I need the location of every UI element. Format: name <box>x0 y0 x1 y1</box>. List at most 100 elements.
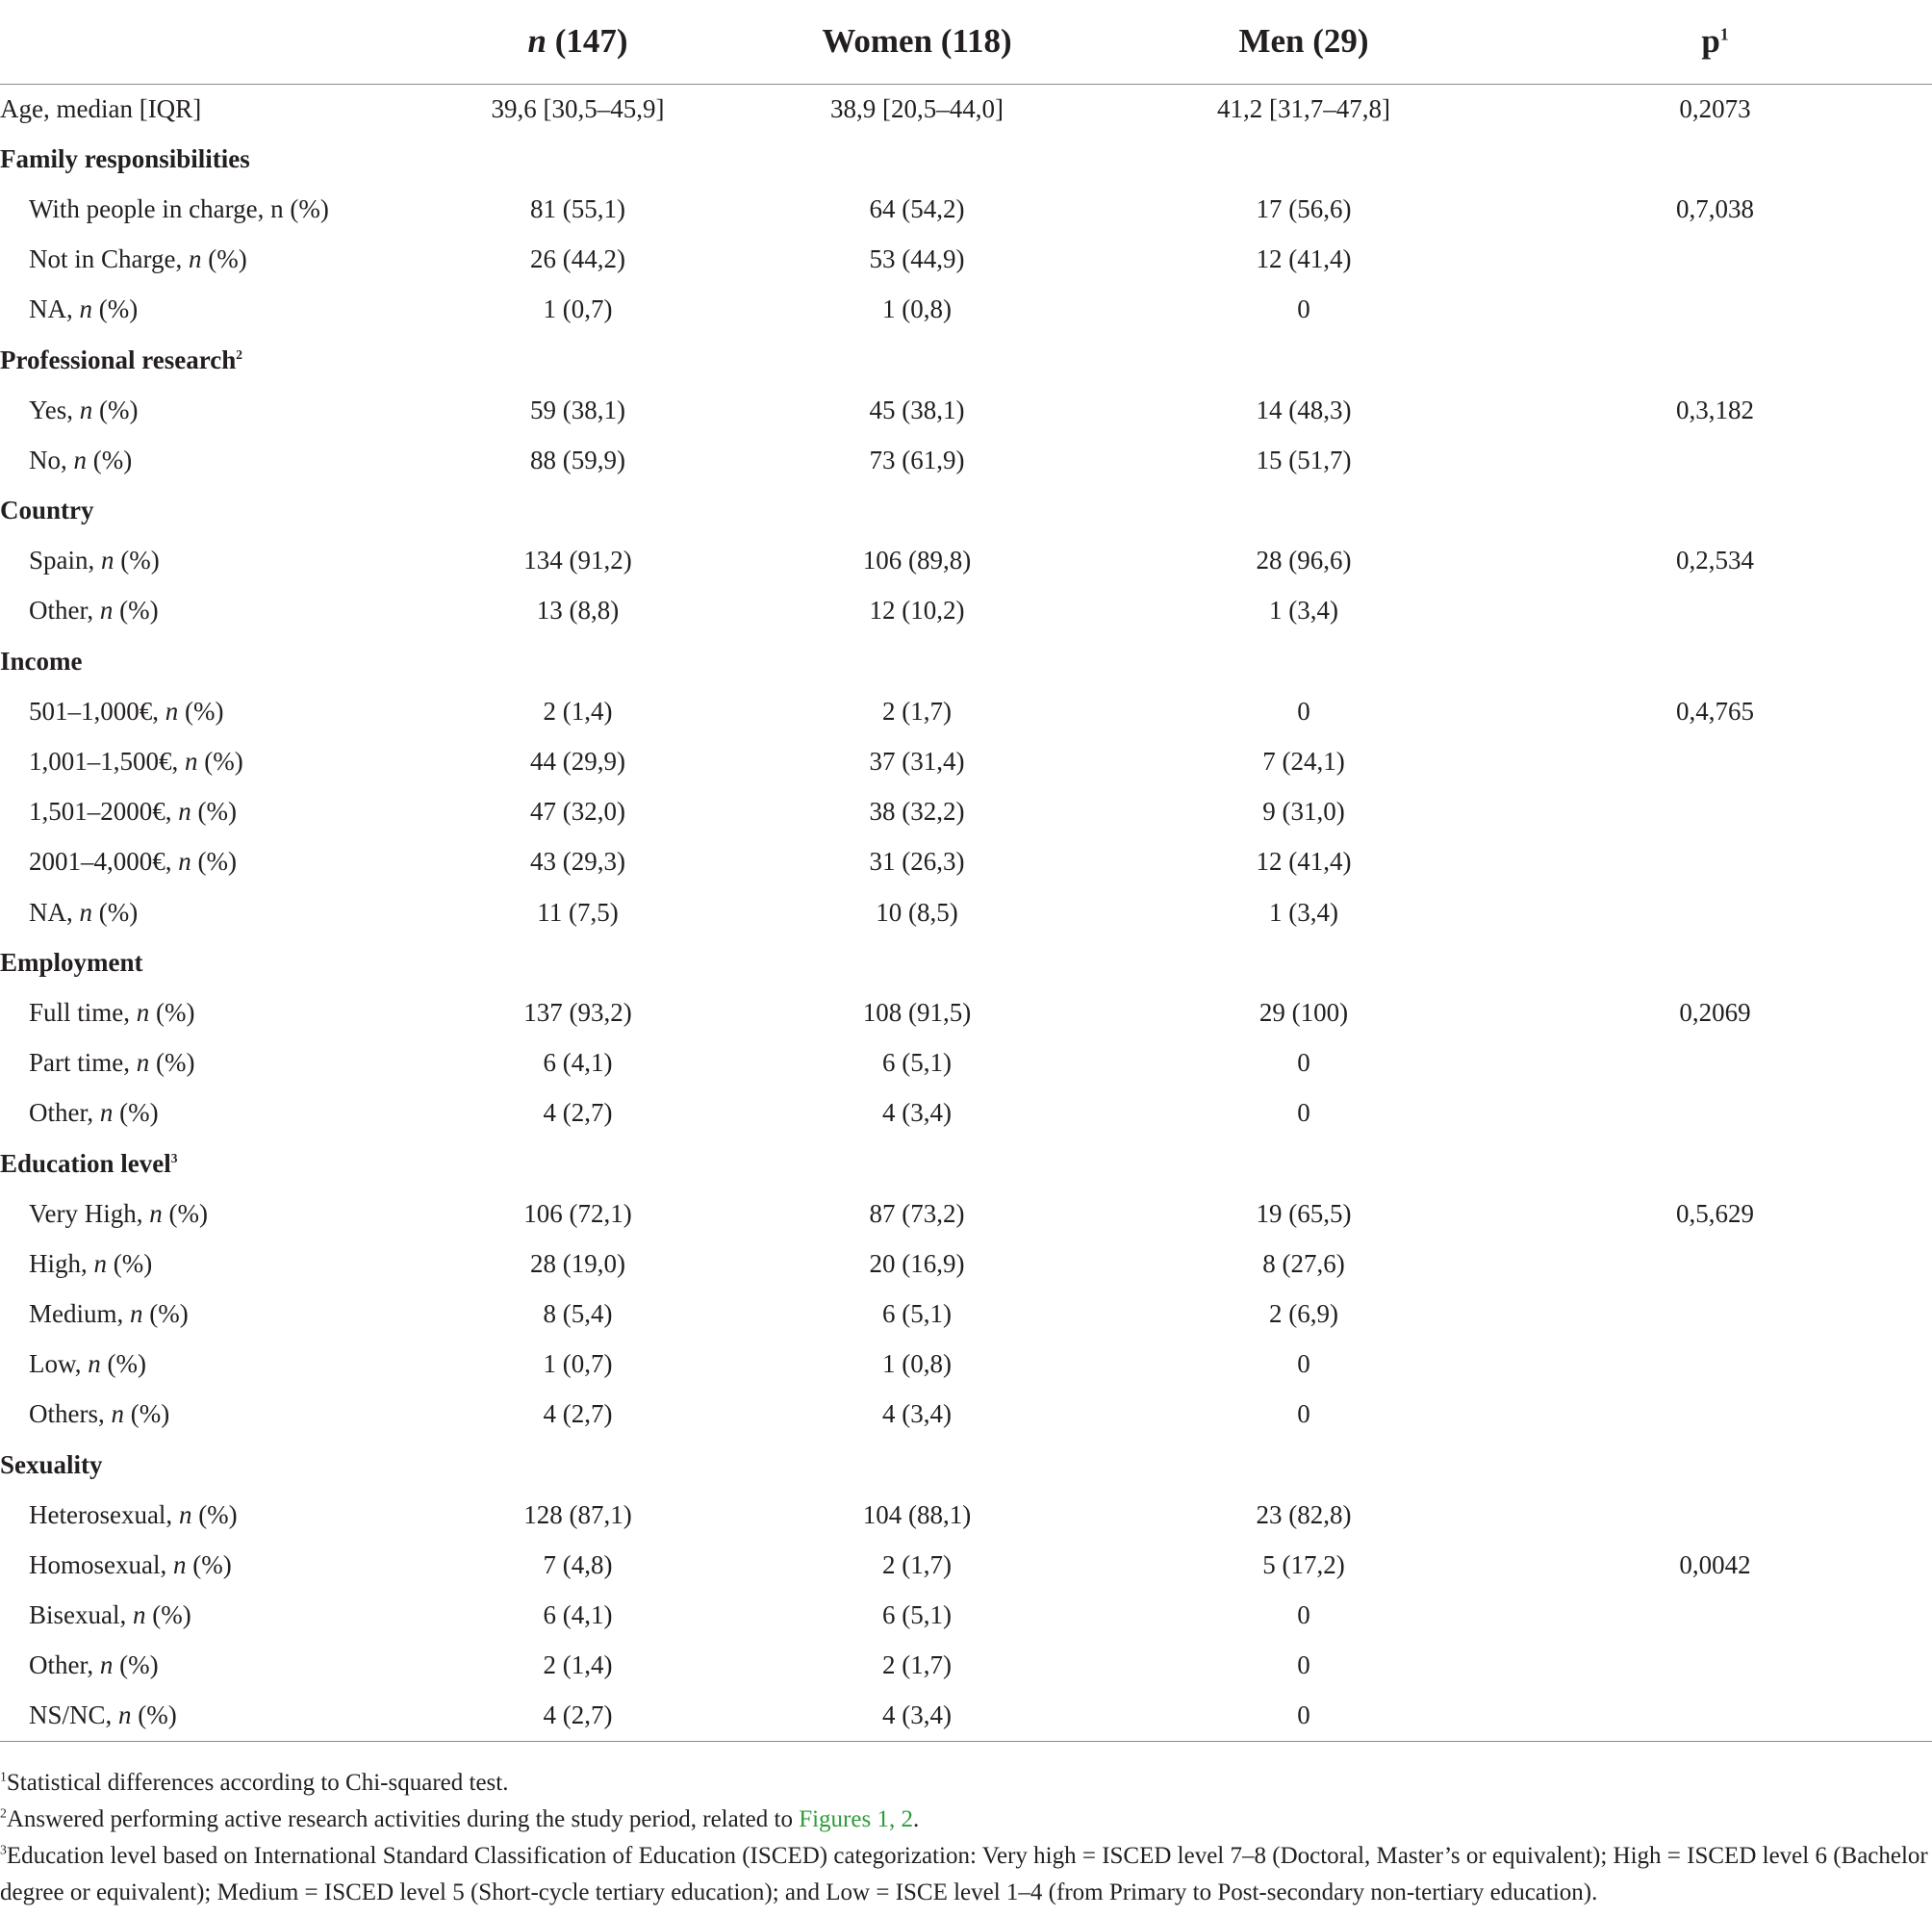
row-label: Others, n (%) <box>0 1390 431 1440</box>
row-label-text: Yes, n (%) <box>29 395 139 424</box>
cell-p-value <box>1498 235 1932 285</box>
table-row: Spain, n (%) 134 (91,2) 106 (89,8) 28 (96,6… <box>0 536 1932 586</box>
row-label-text: Part time, n (%) <box>29 1048 195 1078</box>
row-label: 1,501–2000€, n (%) <box>0 787 431 837</box>
empty-cell <box>724 1440 1109 1490</box>
empty-cell <box>1109 636 1498 686</box>
table-row: Medium, n (%) 8 (5,4) 6 (5,1) 2 (6,9) <box>0 1290 1932 1340</box>
table-row: 1,501–2000€, n (%) 47 (32,0) 38 (32,2) 9 (3… <box>0 787 1932 837</box>
cell-women: 38,9 [20,5–44,0] <box>830 93 1004 123</box>
header-label-col <box>0 0 431 85</box>
footnote-1-number: 1 <box>0 1769 7 1784</box>
cell-men: 0 <box>1297 1600 1310 1630</box>
cell-p-value <box>1498 837 1932 887</box>
table-row: Part time, n (%) 6 (4,1) 6 (5,1) 0 <box>0 1038 1932 1088</box>
row-label: Other, n (%) <box>0 586 431 636</box>
cell-p-value <box>1498 1340 1932 1390</box>
row-label: Other, n (%) <box>0 1088 431 1138</box>
empty-cell <box>431 636 724 686</box>
table-row: Very High, n (%) 106 (72,1) 87 (73,2) 19 (6… <box>0 1189 1932 1239</box>
cell-p-value: 0,2073 <box>1679 93 1751 123</box>
cell-total: 13 (8,8) <box>536 596 620 626</box>
cell-men: 0 <box>1109 1691 1498 1742</box>
footnotes: 1Statistical differences according to Ch… <box>0 1765 1932 1911</box>
table-row: Other, n (%) 4 (2,7) 4 (3,4) 0 <box>0 1088 1932 1138</box>
cell-women: 6 (5,1) <box>882 1048 952 1078</box>
row-label-text: Income <box>0 646 83 676</box>
row-label-text: High, n (%) <box>29 1248 153 1278</box>
table-row: Others, n (%) 4 (2,7) 4 (3,4) 0 <box>0 1390 1932 1440</box>
footnote-3: 3Education level based on International … <box>0 1838 1932 1911</box>
empty-cell <box>1498 134 1932 184</box>
empty-cell <box>724 486 1109 536</box>
row-label: Age, median [IQR] <box>0 84 431 134</box>
cell-women: 37 (31,4) <box>869 747 965 777</box>
empty-cell <box>431 937 724 987</box>
section-row: Family responsibilities <box>0 134 1932 184</box>
cell-men: 0 <box>1297 1048 1310 1078</box>
table-row: Other, n (%) 2 (1,4) 2 (1,7) 0 <box>0 1641 1932 1691</box>
cell-men: 0 <box>1297 1349 1310 1379</box>
header-p-col: p1 <box>1498 0 1932 85</box>
cell-p-value <box>1498 1088 1932 1138</box>
table-row: 2001–4,000€, n (%) 43 (29,3) 31 (26,3) 12 (… <box>0 837 1932 887</box>
section-row: Education level3 <box>0 1138 1932 1189</box>
cell-total: 4 (2,7) <box>543 1399 613 1429</box>
row-label-text: Education level <box>0 1148 171 1178</box>
row-label-text: Homosexual, n (%) <box>29 1550 232 1580</box>
empty-cell <box>1109 486 1498 536</box>
row-label: NS/NC, n (%) <box>0 1691 431 1742</box>
empty-cell <box>724 636 1109 686</box>
cell-total: 2 (1,4) <box>543 696 613 726</box>
cell-men: 17 (56,6) <box>1256 193 1352 223</box>
cell-p-value: 0,7,038 <box>1676 193 1754 223</box>
row-label-text: NA, n (%) <box>29 897 139 927</box>
cell-women: 4 (3,4) <box>882 1399 952 1429</box>
table-row: NS/NC, n (%) 4 (2,7) 4 (3,4) 0 <box>0 1691 1932 1742</box>
cell-p-value: 0,0042 <box>1679 1550 1751 1580</box>
row-label-text: Other, n (%) <box>29 596 159 626</box>
row-label-text: Full time, n (%) <box>29 997 195 1027</box>
row-label: NA, n (%) <box>0 887 431 937</box>
section-label: Family responsibilities <box>0 134 431 184</box>
cell-total: 1 (0,7) <box>543 294 613 324</box>
empty-cell <box>724 134 1109 184</box>
cell-men: 0 <box>1297 294 1310 324</box>
table-row: 501–1,000€, n (%) 2 (1,4) 2 (1,7) 0 0,4,765 <box>0 686 1932 736</box>
cell-men: 8 (27,6) <box>1262 1248 1345 1278</box>
cell-total: 43 (29,3) <box>530 847 625 877</box>
section-row: Employment <box>0 937 1932 987</box>
cell-women: 10 (8,5) <box>876 897 958 927</box>
footnote-1: 1Statistical differences according to Ch… <box>0 1765 1932 1802</box>
table-row: Homosexual, n (%) 7 (4,8) 2 (1,7) 5 (17,2) 0… <box>0 1540 1932 1590</box>
row-label: Full time, n (%) <box>0 987 431 1037</box>
cell-p-value <box>1498 1490 1932 1540</box>
section-row: Sexuality <box>0 1440 1932 1490</box>
figures-link[interactable]: Figures 1, 2 <box>799 1806 913 1832</box>
empty-cell <box>1109 1440 1498 1490</box>
empty-cell <box>431 1440 724 1490</box>
footnote-1-text: Statistical differences according to Chi… <box>6 1770 509 1796</box>
section-footnote-marker: 2 <box>236 346 242 362</box>
section-row: Professional research2 <box>0 335 1932 385</box>
cell-men: 14 (48,3) <box>1256 395 1352 424</box>
cell-women: 1 (0,8) <box>882 1349 952 1379</box>
cell-total: 88 (59,9) <box>530 445 625 474</box>
cell-total: 137 (93,2) <box>523 997 632 1027</box>
empty-cell <box>1498 937 1932 987</box>
header-total-col: n (147) <box>431 0 724 85</box>
header-total-rest: (147) <box>546 22 628 61</box>
row-label-text: Low, n (%) <box>29 1349 146 1379</box>
footnote-2-text: Answered performing active research acti… <box>6 1806 800 1832</box>
empty-cell <box>1109 1138 1498 1189</box>
cell-women: 73 (61,9) <box>869 445 965 474</box>
cell-p-value <box>1498 1038 1932 1088</box>
cell-men: 23 (82,8) <box>1256 1499 1352 1529</box>
cell-total: 2 (1,4) <box>543 1650 613 1680</box>
header-row: n (147) Women (118) Men (29) p1 <box>0 0 1932 85</box>
table-row: With people in charge, n (%) 81 (55,1) 64 … <box>0 184 1932 234</box>
row-label-text: Family responsibilities <box>0 143 250 173</box>
cell-men: 1 (3,4) <box>1269 596 1338 626</box>
row-label-text: Other, n (%) <box>29 1098 159 1128</box>
table-row: Age, median [IQR] 39,6 [30,5–45,9] 38,9 [2… <box>0 84 1932 134</box>
